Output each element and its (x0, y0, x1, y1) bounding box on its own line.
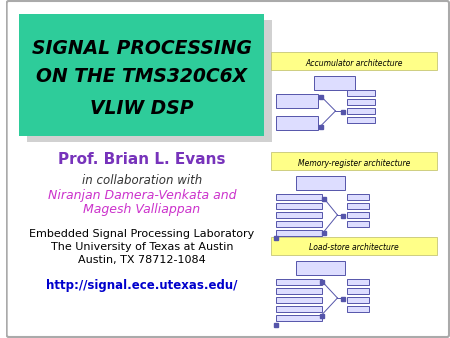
Bar (320, 314, 324, 317)
Text: SIGNAL PROCESSING: SIGNAL PROCESSING (32, 39, 252, 57)
Bar (27, 20, 272, 142)
Bar (276, 306, 322, 312)
Bar (347, 279, 369, 285)
Text: The University of Texas at Austin: The University of Texas at Austin (51, 242, 233, 252)
Bar (347, 288, 369, 294)
Bar (296, 176, 345, 190)
Text: Load-store architecture: Load-store architecture (309, 243, 399, 252)
Bar (347, 108, 375, 114)
Bar (276, 203, 322, 209)
Bar (274, 323, 278, 327)
Bar (19, 14, 264, 136)
Bar (342, 214, 345, 217)
Bar (276, 194, 322, 200)
Bar (347, 297, 369, 303)
Bar (320, 280, 324, 284)
Text: Embedded Signal Processing Laboratory: Embedded Signal Processing Laboratory (29, 229, 255, 239)
FancyBboxPatch shape (271, 237, 437, 255)
Bar (296, 261, 345, 275)
Text: Prof. Brian L. Evans: Prof. Brian L. Evans (58, 152, 226, 168)
Bar (347, 99, 375, 105)
FancyBboxPatch shape (271, 52, 437, 70)
Bar (347, 221, 369, 227)
Bar (276, 315, 322, 321)
Bar (276, 94, 318, 108)
Bar (276, 297, 322, 303)
Text: http://signal.ece.utexas.edu/: http://signal.ece.utexas.edu/ (46, 279, 238, 291)
FancyBboxPatch shape (271, 152, 437, 170)
Bar (276, 221, 322, 227)
Bar (276, 279, 322, 285)
Text: ON THE TMS320C6X: ON THE TMS320C6X (36, 67, 248, 86)
FancyBboxPatch shape (7, 1, 449, 337)
Bar (347, 212, 369, 218)
Text: Memory-register architecture: Memory-register architecture (298, 159, 410, 168)
Bar (276, 230, 322, 236)
Text: in collaboration with: in collaboration with (82, 173, 202, 187)
Text: Magesh Valliappan: Magesh Valliappan (83, 203, 201, 217)
Text: Niranjan Damera-Venkata and: Niranjan Damera-Venkata and (48, 190, 236, 202)
Bar (314, 76, 355, 90)
Bar (342, 296, 345, 300)
Bar (322, 196, 326, 200)
Bar (347, 306, 369, 312)
Text: Accumulator architecture: Accumulator architecture (306, 58, 403, 68)
Bar (342, 110, 345, 114)
Bar (322, 231, 326, 235)
Bar (276, 288, 322, 294)
Bar (274, 236, 278, 240)
Bar (347, 90, 375, 96)
Bar (347, 117, 375, 123)
Bar (347, 203, 369, 209)
Text: VLIW DSP: VLIW DSP (90, 98, 194, 118)
Bar (347, 194, 369, 200)
Bar (319, 124, 323, 128)
Bar (276, 116, 318, 130)
Bar (276, 212, 322, 218)
Text: Austin, TX 78712-1084: Austin, TX 78712-1084 (78, 255, 206, 265)
Bar (319, 95, 323, 98)
